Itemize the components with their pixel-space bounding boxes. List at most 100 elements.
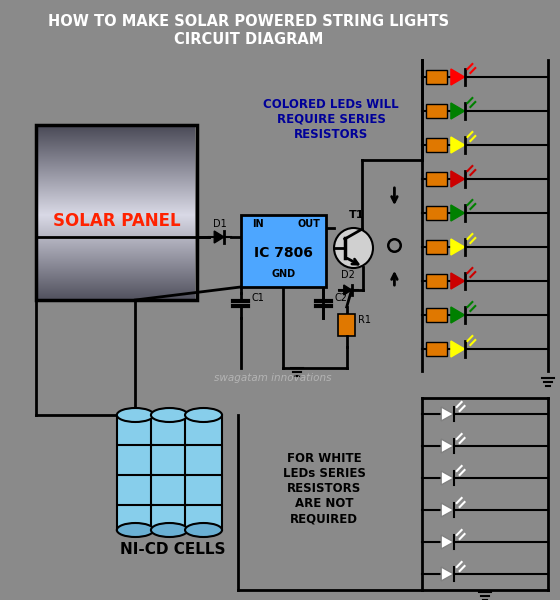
Bar (426, 274, 447, 288)
Polygon shape (451, 307, 465, 323)
Bar (38, 209, 195, 210)
Bar (241, 215, 326, 287)
Ellipse shape (117, 408, 154, 422)
Text: OUT: OUT (297, 219, 320, 229)
Bar (38, 247, 195, 248)
Polygon shape (441, 439, 454, 453)
Text: D2: D2 (341, 270, 354, 280)
Ellipse shape (151, 408, 188, 422)
Bar (38, 146, 195, 147)
Bar (38, 134, 195, 135)
Bar (38, 135, 195, 136)
Polygon shape (451, 103, 465, 119)
Bar (38, 184, 195, 185)
Bar (38, 151, 195, 152)
Bar (36, 125, 197, 300)
Bar (38, 195, 195, 196)
Bar (38, 189, 195, 190)
Bar (38, 289, 195, 290)
Bar (38, 279, 195, 280)
Bar (38, 174, 195, 175)
Bar (38, 286, 195, 287)
Bar (38, 183, 195, 184)
Bar (38, 154, 195, 155)
Bar (38, 278, 195, 279)
Text: FOR WHITE
LEDs SERIES
RESISTORS
ARE NOT
REQUIRED: FOR WHITE LEDs SERIES RESISTORS ARE NOT … (283, 452, 366, 525)
Bar (426, 308, 447, 322)
Bar (38, 156, 195, 157)
Bar (38, 199, 195, 200)
Bar (38, 238, 195, 239)
Bar (38, 234, 195, 235)
Text: HOW TO MAKE SOLAR POWERED STRING LIGHTS: HOW TO MAKE SOLAR POWERED STRING LIGHTS (48, 14, 449, 29)
Bar (38, 191, 195, 192)
Bar (38, 241, 195, 242)
Bar (38, 285, 195, 286)
Ellipse shape (117, 523, 154, 537)
Bar (38, 250, 195, 251)
Bar (38, 239, 195, 240)
Bar (38, 181, 195, 182)
Text: GND: GND (272, 269, 296, 279)
Bar (38, 270, 195, 271)
Polygon shape (214, 231, 224, 243)
Bar (38, 299, 195, 300)
Bar (338, 314, 356, 336)
Bar (38, 295, 195, 296)
Bar (38, 248, 195, 249)
Bar (38, 130, 195, 131)
Bar (38, 287, 195, 288)
Bar (38, 127, 195, 128)
Bar (38, 233, 195, 234)
Bar (38, 296, 195, 297)
Bar (38, 148, 195, 149)
Bar (38, 273, 195, 274)
Bar (38, 249, 195, 250)
Bar (38, 202, 195, 203)
Bar (38, 207, 195, 208)
Bar (38, 198, 195, 199)
Text: COLORED LEDs WILL
REQUIRE SERIES
RESISTORS: COLORED LEDs WILL REQUIRE SERIES RESISTO… (263, 98, 399, 141)
Bar (38, 218, 195, 219)
Bar (185, 415, 222, 530)
Bar (38, 160, 195, 161)
Bar (38, 276, 195, 277)
Bar (38, 171, 195, 172)
Polygon shape (344, 285, 352, 295)
Bar (38, 224, 195, 225)
Bar (38, 163, 195, 164)
Bar (38, 175, 195, 176)
Bar (38, 176, 195, 177)
Bar (38, 226, 195, 227)
Bar (38, 260, 195, 261)
Bar (38, 206, 195, 207)
Bar (38, 268, 195, 269)
Bar (38, 205, 195, 206)
Bar (38, 283, 195, 284)
Bar (38, 211, 195, 212)
Bar (38, 142, 195, 143)
Bar (38, 280, 195, 281)
Bar (38, 272, 195, 273)
Bar (38, 281, 195, 282)
Polygon shape (451, 239, 465, 255)
Text: C1: C1 (251, 293, 264, 303)
Text: NI-CD CELLS: NI-CD CELLS (120, 542, 225, 557)
Bar (426, 342, 447, 356)
Ellipse shape (185, 408, 222, 422)
Polygon shape (451, 273, 465, 289)
Polygon shape (451, 137, 465, 153)
Bar (38, 186, 195, 187)
Bar (38, 259, 195, 260)
Bar (38, 168, 195, 169)
Bar (38, 215, 195, 216)
Bar (38, 297, 195, 298)
Bar (38, 172, 195, 173)
Bar (117, 415, 154, 530)
Bar (38, 232, 195, 233)
Bar (426, 138, 447, 152)
Ellipse shape (185, 523, 222, 537)
Bar (38, 131, 195, 132)
Bar (38, 193, 195, 194)
Bar (38, 221, 195, 222)
